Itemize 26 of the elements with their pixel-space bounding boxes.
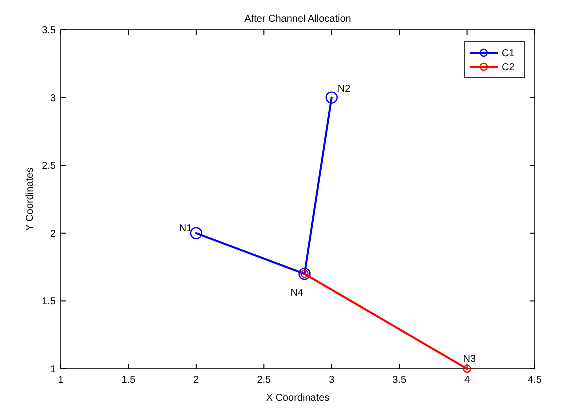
y-tick-label: 1 — [50, 364, 56, 376]
x-tick-label: 2.5 — [257, 375, 272, 386]
point — [190, 227, 203, 240]
legend-label: C2 — [502, 62, 516, 74]
x-tick-label: 3 — [329, 375, 336, 386]
x-tick-label: 1 — [58, 375, 64, 386]
x-tick-label: 2 — [194, 375, 200, 386]
y-tick-label: 3 — [50, 93, 56, 104]
y-axis-title: Y Coordinates — [25, 168, 36, 232]
annotation: N1 — [179, 223, 193, 234]
y-tick-label: 3.5 — [42, 26, 56, 36]
y-tick-label: 2.5 — [42, 161, 56, 172]
y-tick-label: 1.5 — [42, 296, 56, 308]
annotation: N3 — [463, 354, 477, 365]
x-tick-label: 3.5 — [392, 375, 407, 386]
point — [326, 92, 338, 104]
x-tick-label: 1.5 — [122, 375, 136, 386]
annotation: N2 — [338, 84, 352, 95]
chart-title: After Channel Allocation — [244, 14, 352, 25]
x-tick-label: 4.5 — [528, 375, 542, 386]
x-axis-title: X Coordinates — [266, 393, 330, 404]
annotation: N4 — [290, 288, 304, 300]
point — [463, 364, 472, 374]
x-tick-label: 4 — [464, 375, 471, 386]
y-tick-label: 2 — [50, 228, 56, 240]
legend-label: C1 — [502, 48, 516, 60]
